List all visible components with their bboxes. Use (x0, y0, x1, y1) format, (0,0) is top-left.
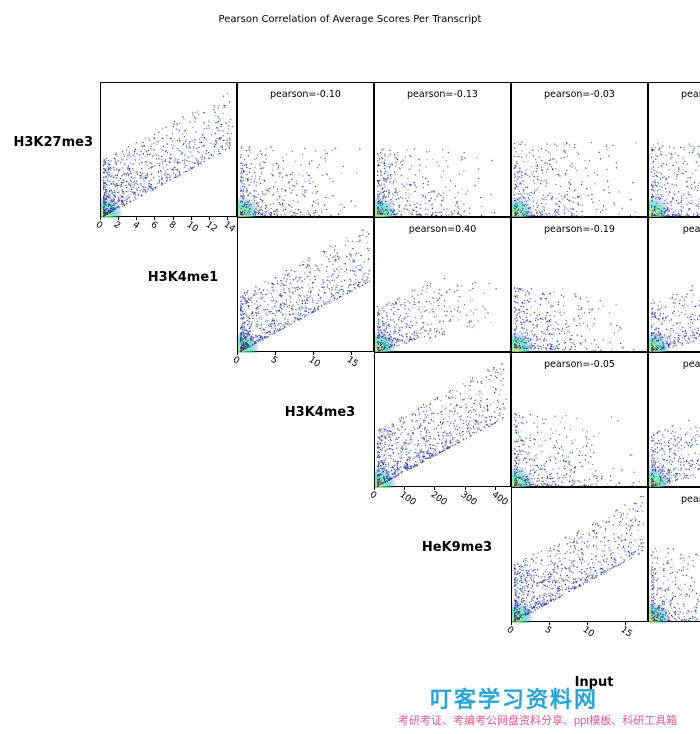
scatter-plot (512, 83, 649, 218)
xtick: 14 (221, 220, 236, 235)
pearson-label: pearson=-0.05 (512, 359, 647, 370)
scatter-plot (512, 353, 649, 488)
xtick: 10 (307, 355, 322, 370)
pearson-label: pearson=-0.03 (512, 89, 647, 100)
xtick: 4 (130, 220, 140, 231)
scatter-plot (649, 353, 700, 488)
xtick: 12 (203, 220, 218, 235)
scatter-plot (238, 218, 375, 353)
pearson-label: pearson=-0.13 (375, 89, 510, 100)
row-label-h3k4me3: H3K4me3 (274, 405, 366, 420)
panel-r2-c4: pearson=0.28 (648, 352, 700, 487)
xtick: 100 (398, 490, 418, 508)
xtick: 0 (94, 220, 104, 231)
panel-r1-c1 (237, 217, 374, 352)
scatter-plot (375, 353, 512, 488)
xtick: 10 (581, 625, 596, 640)
panel-r1-c4: pearson=0.33 (648, 217, 700, 352)
figure-title: Pearson Correlation of Average Scores Pe… (170, 14, 530, 25)
scatter-plot (238, 83, 375, 218)
panel-r0-c1: pearson=-0.10 (237, 82, 374, 217)
watermark-sub: 考研考证、考编考公网盘资料分享、ppt模板、科研工具箱 (398, 712, 677, 728)
scatter-plot (649, 218, 700, 353)
scatter-plot (512, 218, 649, 353)
pearson-label: pearson=-0.04 (649, 89, 700, 100)
xtick: 0 (231, 355, 241, 366)
panel-r0-c2: pearson=-0.13 (374, 82, 511, 217)
panel-r3-c3 (511, 487, 648, 622)
watermark-main: 叮客学习资料网 (430, 682, 598, 714)
xtick: 0 (368, 490, 378, 501)
pearson-label: pearson=0.28 (649, 359, 700, 370)
pearson-label: pearson=0.33 (649, 224, 700, 235)
scatter-plot (649, 488, 700, 623)
panel-r0-c0 (100, 82, 237, 217)
xtick: 15 (345, 355, 360, 370)
pearson-label: pearson=-0.10 (238, 89, 373, 100)
pearson-label: pearson=-0.19 (512, 224, 647, 235)
xtick: 2 (112, 220, 122, 231)
xtick: 300 (459, 490, 479, 508)
scatter-plot (512, 488, 649, 623)
panel-r2-c2 (374, 352, 511, 487)
xtick: 15 (619, 625, 634, 640)
xtick: 0 (505, 625, 515, 636)
panel-r1-c3: pearson=-0.19 (511, 217, 648, 352)
panel-r2-c3: pearson=-0.05 (511, 352, 648, 487)
row-label-h3k27me3: H3K27me3 (8, 135, 93, 150)
row-label-h3k4me1: H3K4me1 (137, 270, 229, 285)
pearson-label: pearson=-0.04 (649, 494, 700, 505)
row-label-hek9me3: HeK9me3 (411, 540, 503, 555)
xtick: 5 (543, 625, 553, 636)
xtick: 8 (167, 220, 177, 231)
scatter-plot (375, 83, 512, 218)
panel-r3-c4: pearson=-0.04 (648, 487, 700, 622)
panel-r0-c4: pearson=-0.04 (648, 82, 700, 217)
pearson-label: pearson=0.40 (375, 224, 510, 235)
panel-r1-c2: pearson=0.40 (374, 217, 511, 352)
scatter-plot (101, 83, 238, 218)
xtick: 400 (489, 490, 509, 508)
scatter-plot (375, 218, 512, 353)
panel-r0-c3: pearson=-0.03 (511, 82, 648, 217)
xtick: 200 (429, 490, 449, 508)
scatter-plot (649, 83, 700, 218)
xtick: 6 (148, 220, 158, 231)
xtick: 5 (269, 355, 279, 366)
xtick: 10 (185, 220, 200, 235)
